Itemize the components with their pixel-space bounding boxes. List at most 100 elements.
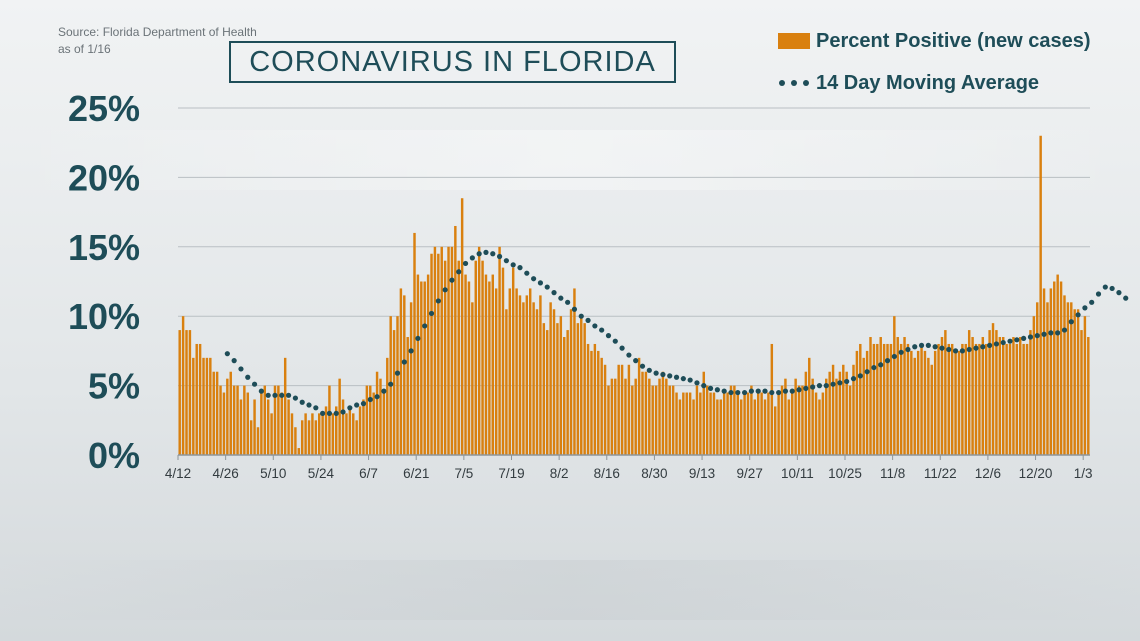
bar (511, 267, 515, 455)
bar (1008, 343, 1012, 455)
bar (916, 350, 920, 455)
bar (665, 378, 668, 455)
moving-average-point (966, 346, 972, 353)
bar (563, 337, 566, 455)
bar (1012, 337, 1015, 455)
moving-average-point (946, 346, 952, 353)
bar (403, 295, 406, 455)
bar (270, 413, 273, 455)
moving-average-point (272, 392, 278, 398)
x-tick-label: 8/30 (641, 466, 667, 481)
bar (763, 399, 767, 455)
bar (542, 323, 546, 455)
moving-average-point (619, 345, 625, 351)
bar (828, 371, 831, 455)
bar (535, 309, 539, 455)
bar (222, 392, 226, 455)
bar (352, 413, 355, 455)
bar (433, 246, 437, 455)
moving-average-point (939, 345, 945, 351)
bar (236, 385, 239, 455)
bar (1036, 302, 1039, 455)
bar (532, 302, 535, 455)
bar (232, 385, 236, 455)
moving-average-point (660, 371, 666, 378)
moving-average-point (469, 255, 475, 261)
bar (950, 343, 954, 455)
moving-average-point (231, 358, 237, 364)
bar (280, 392, 284, 455)
bar (365, 385, 369, 455)
bar (651, 385, 654, 455)
bar (695, 385, 699, 455)
as-of-date: as of 1/16 (58, 42, 111, 56)
moving-average-point (592, 323, 598, 329)
bar (1073, 309, 1076, 455)
moving-average-point (496, 253, 503, 260)
moving-average-point (306, 402, 312, 408)
bar (852, 364, 855, 455)
bar (879, 337, 882, 455)
x-tick-label: 9/27 (737, 466, 763, 481)
moving-average-point (925, 342, 931, 348)
bar (369, 385, 372, 455)
legend-bar-swatch (778, 33, 810, 49)
moving-average-point (408, 348, 414, 354)
moving-average-point (1041, 331, 1047, 337)
bar (212, 371, 215, 455)
bar (239, 399, 243, 455)
bar (522, 302, 525, 455)
moving-average-point (980, 344, 986, 350)
moving-average-point (721, 388, 727, 394)
bar (876, 343, 879, 455)
bar (756, 392, 760, 455)
moving-average-point (435, 298, 441, 304)
bar (722, 392, 726, 455)
moving-average-point (1095, 291, 1102, 297)
bar (607, 385, 610, 455)
bar (624, 378, 627, 455)
bar (814, 392, 818, 455)
bar (1070, 302, 1073, 455)
bar (569, 309, 573, 455)
bar (1025, 343, 1029, 455)
bar (1083, 316, 1087, 455)
y-tick-label: 20% (68, 157, 140, 198)
bar (1087, 337, 1090, 455)
bar (842, 364, 845, 455)
bar (678, 399, 682, 455)
bar (304, 413, 307, 455)
moving-average-point (735, 389, 741, 396)
bar (947, 343, 950, 455)
x-tick-label: 6/21 (403, 466, 429, 481)
bar (1002, 337, 1005, 455)
moving-average-point (333, 410, 339, 416)
bar (311, 413, 314, 455)
moving-average-point (558, 295, 564, 301)
bar (219, 385, 222, 455)
bar (539, 295, 542, 455)
bar (426, 274, 430, 455)
bar (682, 392, 685, 455)
bar (967, 330, 971, 455)
moving-average-point (224, 351, 230, 357)
moving-average-point (762, 388, 768, 394)
bar (804, 371, 808, 455)
moving-average-point (381, 388, 387, 394)
bar (937, 343, 940, 455)
x-tick-label: 11/22 (924, 466, 957, 481)
bar (984, 343, 988, 455)
moving-average-point (585, 317, 591, 323)
bar (505, 309, 508, 455)
bar (1063, 295, 1066, 455)
bar (253, 399, 256, 455)
moving-average-point (490, 251, 496, 257)
moving-average-point (1034, 333, 1040, 339)
moving-average-point (428, 310, 435, 317)
bar (654, 385, 658, 455)
bar (865, 350, 869, 455)
moving-average-point (646, 367, 652, 373)
bar (1019, 337, 1022, 455)
bar (988, 330, 991, 455)
bar (420, 281, 423, 455)
